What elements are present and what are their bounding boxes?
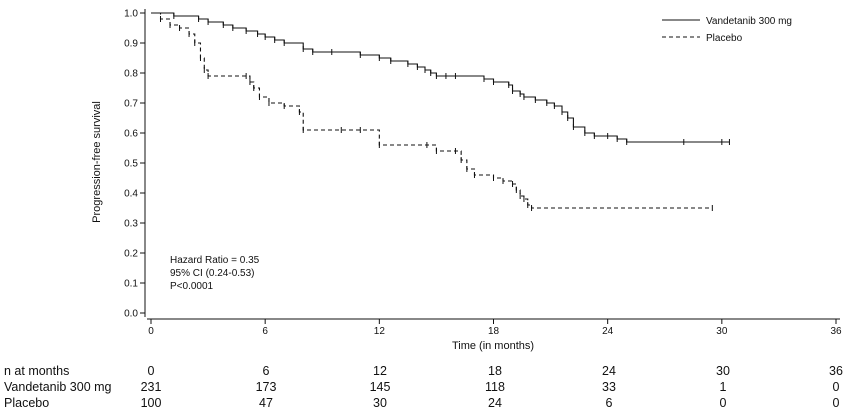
risk-cell: 145 (369, 380, 391, 394)
risk-cell: 173 (255, 380, 277, 394)
risk-header-month: 6 (262, 364, 270, 378)
risk-cell: 1 (719, 380, 727, 394)
risk-cell: 6 (605, 396, 613, 410)
y-tick-label: 0.5 (124, 159, 138, 170)
x-axis-title: Time (in months) (452, 340, 534, 352)
risk-header-month: 24 (602, 364, 616, 378)
risk-header-month: 36 (829, 364, 843, 378)
x-tick-label: 0 (148, 326, 154, 337)
y-axis-title: Progression-free survival (91, 101, 103, 223)
risk-cell: 100 (140, 396, 162, 410)
risk-row-label: Placebo (4, 396, 50, 410)
risk-cell: 30 (373, 396, 387, 410)
y-tick-label: 0.1 (124, 279, 138, 290)
hazard-ratio-annotation: Hazard Ratio = 0.35 (170, 255, 260, 266)
y-tick-label: 0.7 (124, 99, 138, 110)
x-tick-label: 30 (716, 326, 728, 337)
x-tick-label: 6 (262, 326, 268, 337)
risk-header-month: 12 (373, 364, 387, 378)
risk-cell: 0 (832, 396, 840, 410)
x-tick-label: 36 (830, 326, 842, 337)
chart-curves (151, 12, 730, 211)
y-tick-label: 0.0 (124, 309, 138, 320)
legend-label-placebo: Placebo (706, 33, 743, 44)
risk-cell: 118 (485, 380, 505, 394)
chart-axes: 0 6 12 18 24 30 36 0.0 0.1 0.2 0.3 0.4 0.5 0.6 0.7 0.8 0… (124, 9, 842, 338)
y-tick-label: 0.8 (124, 69, 138, 80)
x-tick-label: 24 (602, 326, 614, 337)
placebo-curve (151, 12, 713, 209)
risk-header-row: n at months 0 6 12 18 24 30 36 (0, 364, 849, 380)
y-tick-label: 0.9 (124, 39, 138, 50)
risk-cell: 33 (602, 380, 616, 394)
risk-row-placebo: Placebo 100 47 30 24 6 0 0 (0, 396, 849, 412)
risk-cell: 0 (832, 380, 840, 394)
x-tick-label: 18 (488, 326, 500, 337)
risk-cell: 231 (140, 380, 162, 394)
risk-cell: 0 (719, 396, 727, 410)
risk-header-month: 0 (147, 364, 155, 378)
risk-cell: 24 (488, 396, 502, 410)
y-tick-label: 1.0 (124, 9, 138, 20)
y-tick-label: 0.2 (124, 249, 138, 260)
legend: Vandetanib 300 mg Placebo (662, 16, 792, 44)
ci-annotation: 95% CI (0.24-0.53) (170, 268, 255, 279)
y-tick-label: 0.4 (124, 189, 138, 200)
y-tick-label: 0.6 (124, 129, 138, 140)
p-value-annotation: P<0.0001 (170, 281, 214, 292)
risk-cell: 47 (259, 396, 273, 410)
y-tick-label: 0.3 (124, 219, 138, 230)
risk-row-vandetanib: Vandetanib 300 mg 231 173 145 118 33 1 0 (0, 380, 849, 396)
risk-header-month: 18 (488, 364, 502, 378)
pfs-chart: 0 6 12 18 24 30 36 0.0 0.1 0.2 0.3 0.4 0.5 0.6 0.7 0.8 0… (91, 9, 842, 353)
legend-label-vandetanib: Vandetanib 300 mg (706, 16, 792, 27)
x-tick-label: 12 (374, 326, 386, 337)
risk-header-month: 30 (716, 364, 730, 378)
risk-row-label: Vandetanib 300 mg (4, 380, 112, 394)
risk-header-label: n at months (4, 364, 70, 378)
vandetanib-curve (151, 12, 730, 143)
